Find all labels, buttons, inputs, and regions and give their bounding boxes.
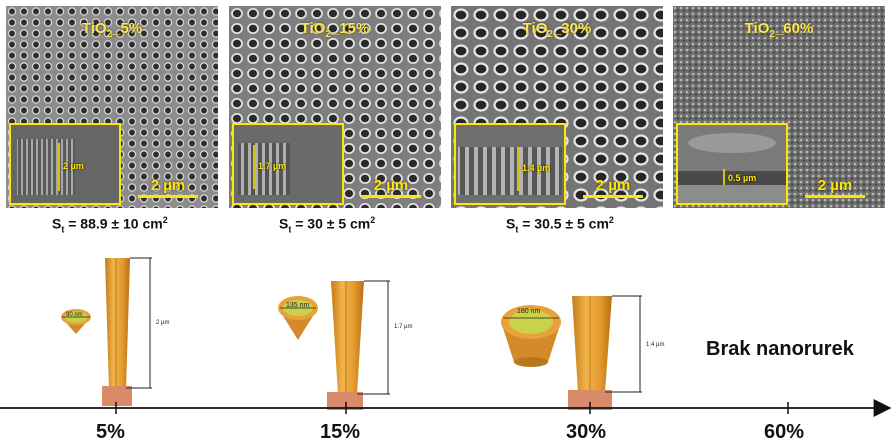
nanotube-schematic (0, 257, 892, 417)
cross-section-inset: 0.5 µm (676, 123, 788, 205)
tube-height-label: 1.4 µm (646, 342, 665, 348)
scale-label: 2 µm (817, 177, 853, 194)
tube-top-view-5 (61, 309, 91, 334)
tube-15 (327, 280, 390, 410)
tube-30 (568, 295, 642, 410)
surface-area-30: St = 30.5 ± 5 cm2 (506, 215, 614, 235)
tube-5 (102, 257, 152, 406)
axis-tick-label: 15% (320, 421, 361, 443)
tube-base (327, 392, 363, 410)
tube-diameter-label: 90 nm (66, 312, 83, 318)
inset-thickness-label: 2 µm (63, 161, 84, 171)
inset-thickness-label: 0.5 µm (728, 173, 757, 183)
axis-tick-label: 5% (96, 421, 125, 443)
panel-title: TiO2_60% (744, 20, 814, 40)
sem-panel-30: TiO2_30% 1.4 µm 2 µm (451, 6, 663, 208)
scale-label: 2 µm (373, 177, 409, 194)
axis-tick-label: 60% (764, 421, 805, 443)
cross-section-inset: 1.4 µm (454, 123, 566, 205)
scale-bar: 2 µm (361, 178, 421, 198)
scale-label: 2 µm (595, 177, 631, 194)
tube-base (568, 390, 612, 410)
sem-panel-15: TiO2_15% 1.7 µm 2 µm (229, 6, 441, 208)
panel-title: TiO2_30% (522, 20, 592, 40)
sem-panel-60: TiO2_60% 0.5 µm 2 µm (673, 6, 885, 208)
axis-tick-label: 30% (566, 421, 607, 443)
tube-diameter-label: 135 nm (286, 302, 310, 309)
tube-diameter-label: 180 nm (517, 308, 541, 315)
scale-label: 2 µm (150, 177, 186, 194)
no-nanotubes-label: Brak nanorurek (706, 338, 854, 360)
tube-top-view-15 (278, 296, 318, 340)
cross-section-inset: 2 µm (9, 123, 121, 205)
panel-title: TiO2_5% (81, 20, 143, 40)
panel-title: TiO2_15% (300, 20, 370, 40)
surface-area-15: St = 30 ± 5 cm2 (279, 215, 376, 235)
scale-bar: 2 µm (805, 178, 865, 198)
tube-height-label: 2 µm (156, 320, 170, 326)
scale-bar: 2 µm (138, 178, 198, 198)
tube-height-label: 1.7 µm (394, 324, 413, 330)
surface-area-5: St = 88.9 ± 10 cm2 (52, 215, 168, 235)
sem-panel-5: TiO2_5% 2 µm 2 µm (6, 6, 218, 208)
tube-top-view-30 (501, 305, 561, 367)
inset-thickness-label: 1.7 µm (258, 161, 287, 171)
inset-thickness-label: 1.4 µm (522, 163, 551, 173)
tube-base (102, 386, 132, 406)
scale-bar: 2 µm (583, 178, 643, 198)
cross-section-inset: 1.7 µm (232, 123, 344, 205)
